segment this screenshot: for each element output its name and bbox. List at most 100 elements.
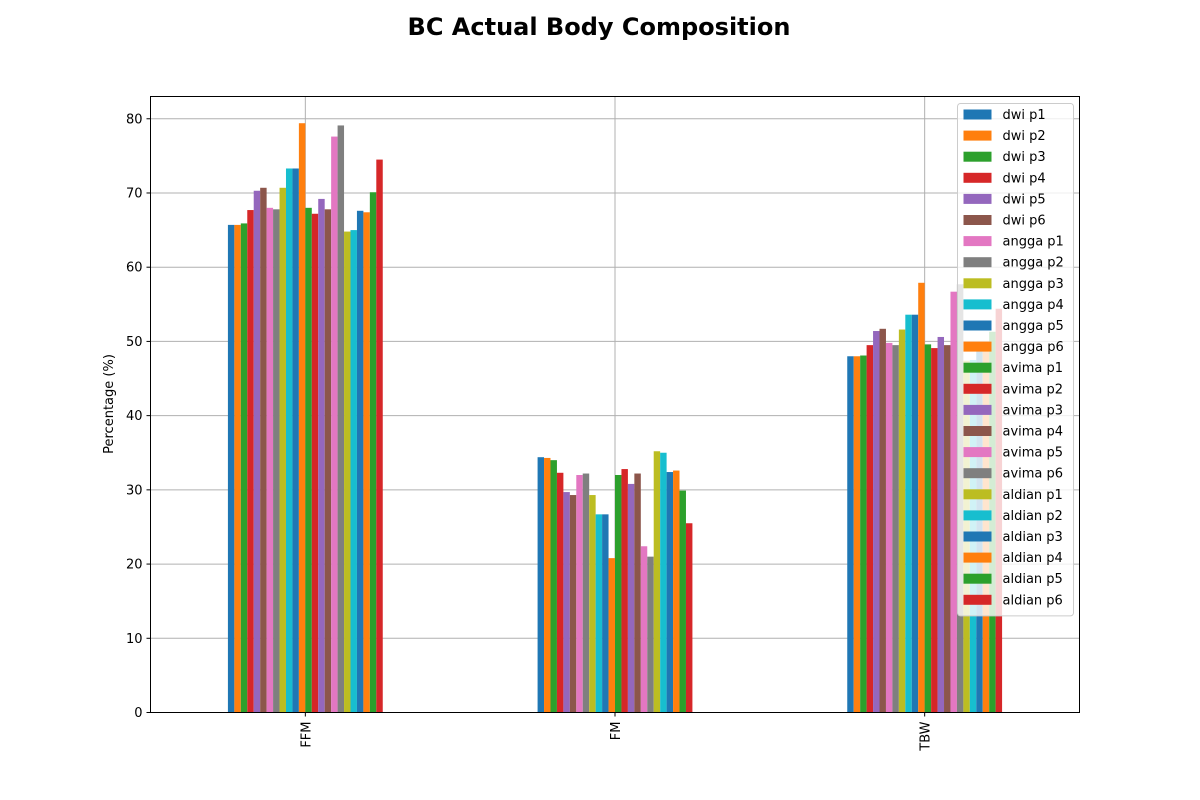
y-tick-label: 20	[126, 558, 143, 573]
bar	[376, 159, 383, 713]
legend-label: angga p2	[1003, 256, 1064, 271]
legend-label: aldian p4	[1003, 551, 1063, 566]
legend-swatch	[963, 426, 992, 436]
legend-label: dwi p6	[1003, 214, 1046, 229]
bar	[285, 168, 293, 713]
bar	[240, 223, 248, 713]
legend: dwi p1 dwi p2 dwi p3 dwi p4 dwi p5 dwi p6 angg…	[957, 103, 1074, 617]
bar	[556, 472, 564, 713]
bar	[615, 475, 622, 713]
legend-swatch	[963, 109, 992, 120]
bar	[595, 514, 603, 713]
legend-swatch	[963, 278, 992, 289]
bar	[356, 210, 364, 713]
legend-label: aldian p2	[1003, 509, 1063, 524]
bar	[331, 136, 338, 713]
bar	[685, 523, 693, 713]
legend-swatch	[963, 468, 992, 479]
legend-swatch	[963, 489, 992, 500]
bar	[563, 492, 570, 713]
legend-swatch	[963, 573, 992, 584]
bar	[911, 314, 919, 713]
bar	[673, 470, 680, 713]
legend-swatch	[963, 531, 992, 542]
bar	[873, 331, 880, 713]
legend-label: dwi p3	[1003, 150, 1046, 165]
bar	[602, 514, 609, 713]
bar	[260, 187, 267, 713]
legend-label: angga p4	[1003, 298, 1064, 313]
bar	[937, 336, 945, 713]
bar	[318, 198, 325, 713]
x-tick-label: FM	[609, 722, 624, 741]
bar	[634, 473, 641, 713]
bar	[576, 475, 583, 713]
bar	[608, 558, 615, 713]
legend-swatch	[963, 151, 992, 162]
legend-label: avima p1	[1003, 361, 1064, 376]
bars-layer	[227, 123, 1003, 713]
legend-swatch	[963, 341, 992, 352]
bar	[847, 356, 854, 713]
bar	[866, 345, 874, 713]
legend-label: angga p5	[1003, 319, 1064, 334]
legend-label: avima p6	[1003, 467, 1064, 482]
bar	[311, 213, 319, 713]
y-tick-label: 30	[126, 483, 143, 498]
bar	[537, 457, 545, 713]
y-tick-label: 80	[126, 112, 143, 127]
bar	[279, 187, 286, 713]
legend-swatch	[963, 320, 992, 331]
bar	[344, 231, 351, 713]
legend-swatch	[963, 362, 992, 373]
bar	[621, 469, 628, 713]
bar	[879, 328, 886, 713]
legend-label: angga p1	[1003, 235, 1064, 250]
bar	[853, 356, 861, 713]
y-tick-label: 60	[126, 261, 143, 276]
legend-label: avima p3	[1003, 403, 1064, 418]
bar	[253, 190, 261, 713]
legend-swatch	[963, 594, 992, 605]
bar	[653, 451, 661, 713]
legend-swatch	[963, 299, 992, 310]
legend-label: avima p2	[1003, 382, 1064, 397]
legend-swatch	[963, 130, 992, 141]
bar	[647, 556, 654, 713]
bar	[679, 490, 686, 713]
bar	[627, 483, 635, 713]
legend-swatch	[963, 404, 992, 415]
bar	[369, 192, 377, 713]
bar	[660, 452, 667, 713]
bar	[550, 460, 557, 713]
legend-swatch	[963, 552, 992, 563]
axis-layer: 0 10 20 30 40 50 60 70 80 FFM FM TBW	[126, 112, 934, 751]
x-tick-label: FFM	[299, 722, 314, 748]
bar	[898, 329, 906, 713]
bar	[918, 282, 925, 713]
legend-label: avima p4	[1003, 425, 1064, 440]
y-tick-label: 10	[126, 632, 143, 647]
y-axis-label: Percentage (%)	[102, 354, 117, 454]
legend-label: dwi p1	[1003, 108, 1046, 123]
legend-label: avima p5	[1003, 446, 1064, 461]
bar	[324, 209, 332, 713]
bar	[589, 495, 596, 713]
bar	[544, 457, 551, 713]
legend-swatch	[963, 172, 992, 183]
bar	[905, 314, 912, 713]
bar	[569, 495, 577, 713]
legend-label: aldian p5	[1003, 572, 1063, 587]
legend-label: dwi p2	[1003, 129, 1046, 144]
bar	[227, 224, 235, 713]
bar	[582, 473, 590, 713]
bar	[298, 123, 306, 713]
x-tick-label: TBW	[919, 721, 934, 751]
bar	[860, 355, 867, 713]
bar	[950, 291, 957, 713]
legend-swatch	[963, 236, 992, 247]
bar	[266, 207, 274, 713]
legend-label: angga p6	[1003, 340, 1064, 355]
legend-swatch	[963, 447, 992, 458]
